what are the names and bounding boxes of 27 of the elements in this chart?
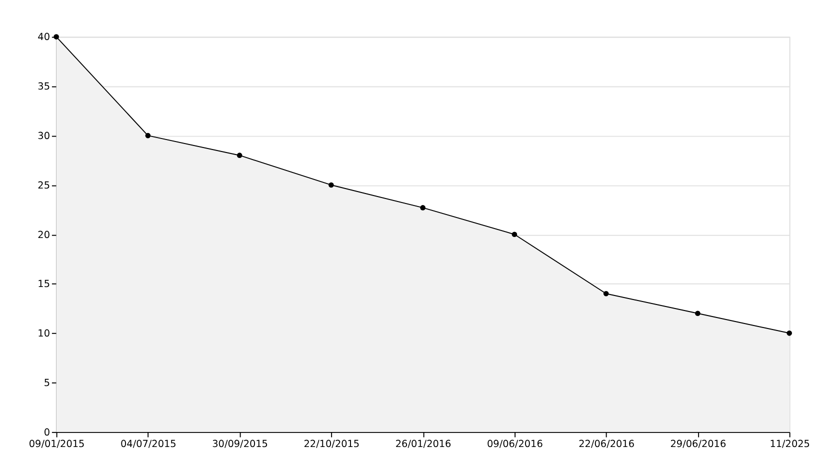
y-tick-label: 40: [38, 32, 50, 44]
x-tick-label: 30/09/2015: [212, 438, 268, 450]
x-tick-label: 26/01/2016: [395, 438, 452, 450]
y-tick-label: 35: [38, 82, 50, 93]
y-tick-label: 0: [44, 427, 50, 438]
point: [420, 205, 426, 210]
y-tick-label: 5: [44, 378, 50, 389]
point: [786, 330, 792, 336]
y-tick-label: 15: [38, 279, 50, 290]
point: [54, 34, 59, 40]
x-tick-label: 09/01/2015: [28, 438, 85, 450]
x-tick-label: 22/10/2015: [304, 438, 360, 450]
point: [512, 232, 518, 238]
x-tick-label: 22/06/2016: [578, 438, 634, 450]
y-tick-label: 10: [38, 328, 50, 340]
y-tick-label: 20: [38, 230, 50, 241]
y-tick-label: 30: [38, 130, 50, 142]
point: [328, 182, 334, 188]
x-tick-label: 29/06/2016: [670, 438, 726, 450]
point: [236, 152, 242, 158]
point: [145, 132, 151, 138]
point: [603, 290, 609, 296]
point: [695, 310, 700, 316]
x-tick-label: 04/07/2015: [120, 438, 176, 450]
x-tick-label: 09/06/2016: [487, 438, 543, 450]
y-tick-label: 25: [38, 180, 50, 192]
x-tick-label: 11/2025: [770, 438, 810, 450]
